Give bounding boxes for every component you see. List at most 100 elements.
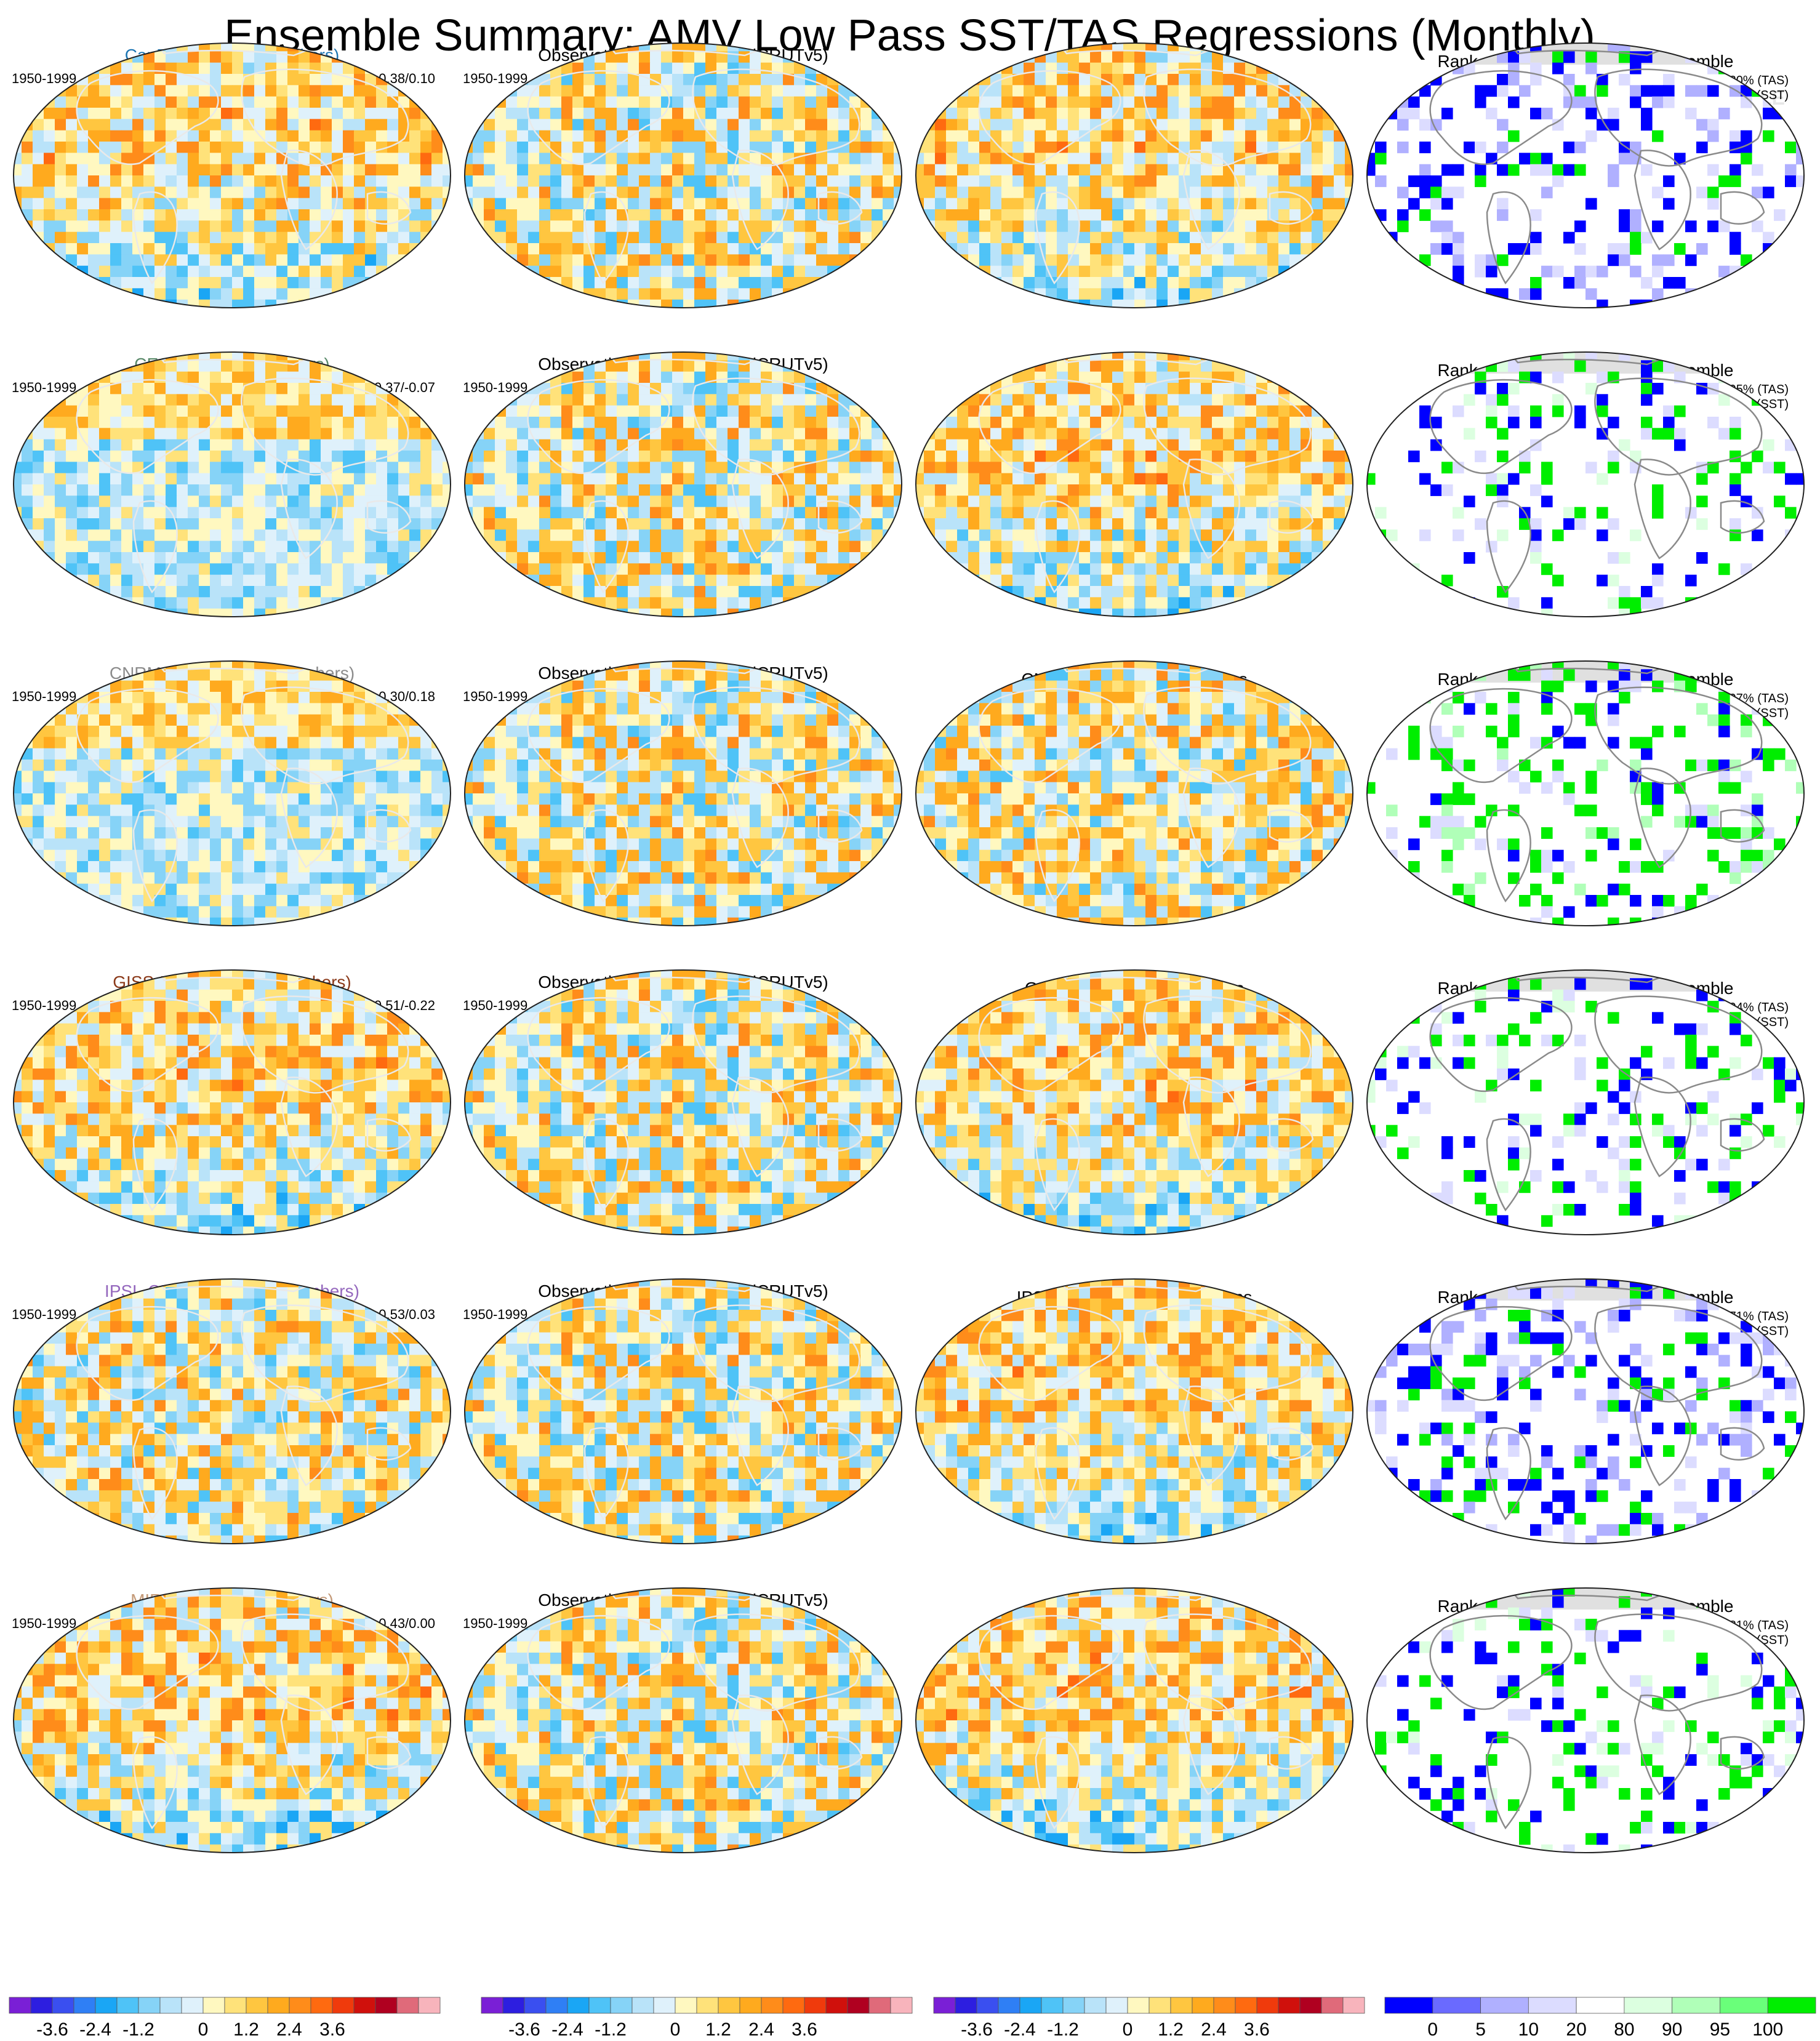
colorbar-swatch	[588, 1997, 611, 2014]
period-label: 1950-1999	[463, 1616, 527, 1631]
row-canesm5: CanESM5 (30/30 Members)1950-1999r=0.38/0…	[12, 42, 1805, 308]
colorbar-swatch	[718, 1997, 740, 2014]
colorbar-swatch	[1278, 1997, 1301, 2014]
colorbar-swatch	[502, 1997, 525, 2014]
colorbar-swatch	[804, 1997, 827, 2014]
colorbar-swatch	[1299, 1997, 1322, 2014]
rank-panel: Rank of Observations within Ensemble97% …	[1366, 660, 1805, 926]
globe-map	[915, 351, 1353, 617]
colorbar-swatch	[396, 1997, 419, 2014]
colorbar: -3.6 -2.4 -1.2 0 1.2 2.4 3.6 C	[933, 1997, 1365, 2041]
period-label: 1950-1999	[463, 1307, 527, 1322]
colorbar-swatch	[1321, 1997, 1344, 2014]
colorbar-tick: 80	[1614, 2019, 1634, 2040]
colorbar-tick: 2.4	[276, 2019, 302, 2040]
difference-panel: CanESM5 - Observations	[915, 42, 1353, 308]
colorbar-swatch	[1384, 1997, 1433, 2014]
difference-panel: MIROC6 - Observations	[915, 1587, 1353, 1853]
colorbar-swatch	[9, 1997, 31, 2014]
globe-map	[915, 969, 1353, 1235]
row-giss-e2-1-g: GISS-E2-1-G (10/10 Members)1950-1999r=0.…	[12, 969, 1805, 1235]
rank-panel: Rank of Observations within Ensemble71% …	[1366, 1278, 1805, 1544]
observations-panel: Observations (HadISST/HadCRUTv5)1950-199…	[463, 1278, 902, 1544]
globe-map	[1366, 42, 1805, 308]
globe-map	[464, 351, 902, 617]
colorbar-swatch	[159, 1997, 182, 2014]
colorbar-swatch	[418, 1997, 441, 2014]
globe-map	[464, 660, 902, 926]
globe-map	[1366, 660, 1805, 926]
colorbar-swatch	[1213, 1997, 1236, 2014]
colorbar-swatch	[955, 1997, 977, 2014]
colorbar-tick: 20	[1566, 2019, 1586, 2040]
row-miroc6: MIROC6 (10/10 Members)1950-1999r=0.43/0.…	[12, 1587, 1805, 1853]
colorbar-swatch	[138, 1997, 161, 2014]
colorbar-swatch	[998, 1997, 1020, 2014]
colorbar-swatch	[116, 1997, 139, 2014]
colorbar-tick: 3.6	[1244, 2019, 1270, 2040]
colorbar-swatch	[847, 1997, 870, 2014]
colorbar-swatch	[1170, 1997, 1193, 2014]
globe-map	[464, 969, 902, 1235]
colorbar-tick: 1.2	[705, 2019, 731, 2040]
panel-grid: CanESM5 (30/30 Members)1950-1999r=0.38/0…	[12, 42, 1805, 1853]
colorbar-swatch	[782, 1997, 805, 2014]
period-label: 1950-1999	[12, 380, 76, 395]
colorbar-swatch	[1256, 1997, 1279, 2014]
model-panel: IPSL-CM6A-LR (10/10 Members)1950-1999r=0…	[12, 1278, 451, 1544]
colorbar-swatch	[267, 1997, 290, 2014]
colorbar-swatch	[1041, 1997, 1064, 2014]
colorbar-swatch	[1480, 1997, 1529, 2014]
difference-panel: CESM2 - Observations	[915, 351, 1353, 617]
period-label: 1950-1999	[12, 689, 76, 704]
globe-map	[13, 1587, 451, 1853]
colorbar-swatch	[890, 1997, 913, 2014]
colorbar-swatch	[1528, 1997, 1577, 2014]
globe-map	[915, 660, 1353, 926]
colorbar-tick: 1.2	[1158, 2019, 1184, 2040]
colorbar-swatch	[1192, 1997, 1214, 2014]
colorbar-tick: -1.2	[595, 2019, 627, 2040]
colorbar-unit: C	[690, 2039, 704, 2041]
period-label: 1950-1999	[12, 1616, 76, 1631]
colorbar-tick: 0	[670, 2019, 681, 2040]
colorbar-swatch	[976, 1997, 999, 2014]
globe-map	[915, 1587, 1353, 1853]
colorbar-tick: 3.6	[792, 2019, 817, 2040]
model-panel: MIROC6 (10/10 Members)1950-1999r=0.43/0.…	[12, 1587, 451, 1853]
model-panel: CESM2 (15/15 Members)1950-1999r=0.37/-0.…	[12, 351, 451, 617]
rank-panel: Rank of Observations within Ensemble81% …	[1366, 1587, 1805, 1853]
colorbar-swatch	[310, 1997, 333, 2014]
colorbar-tick: 3.6	[319, 2019, 345, 2040]
model-panel: CanESM5 (30/30 Members)1950-1999r=0.38/0…	[12, 42, 451, 308]
observations-panel: Observations (HadISST/HadCRUTv5)1950-199…	[463, 1587, 902, 1853]
observations-panel: Observations (HadISST/HadCRUTv5)1950-199…	[463, 660, 902, 926]
colorbar-swatch	[224, 1997, 247, 2014]
period-label: 1950-1999	[12, 71, 76, 86]
colorbar: 0 5 10 20 80 90 95 100%	[1384, 1997, 1816, 2041]
colorbar-tick: 0	[198, 2019, 209, 2040]
colorbar-swatch	[1019, 1997, 1042, 2014]
colorbar: -3.6 -2.4 -1.2 0 1.2 2.4 3.6 C	[9, 1997, 441, 2041]
colorbar-swatch	[567, 1997, 590, 2014]
colorbar-swatch	[1672, 1997, 1720, 2014]
colorbar-swatch	[353, 1997, 376, 2014]
colorbar-unit: C	[218, 2039, 231, 2041]
rank-panel: Rank of Observations within Ensemble30% …	[1366, 42, 1805, 308]
colorbar-swatch	[95, 1997, 118, 2014]
colorbar-tick: 0	[1123, 2019, 1133, 2040]
colorbar-swatch	[696, 1997, 719, 2014]
colorbar-swatch	[545, 1997, 568, 2014]
difference-panel: CNRM-CM6-1 - Observations	[915, 660, 1353, 926]
colorbar-swatch	[30, 1997, 53, 2014]
colorbar-swatch	[481, 1997, 503, 2014]
colorbar: -3.6 -2.4 -1.2 0 1.2 2.4 3.6 C	[481, 1997, 913, 2041]
colorbar-tick: -3.6	[508, 2019, 540, 2040]
colorbar-swatch	[631, 1997, 654, 2014]
colorbar-tick: 100	[1752, 2019, 1783, 2040]
model-panel: GISS-E2-1-G (10/10 Members)1950-1999r=0.…	[12, 969, 451, 1235]
colorbar-swatch	[524, 1997, 547, 2014]
colorbar-swatch	[1767, 1997, 1816, 2014]
period-label: 1950-1999	[12, 998, 76, 1013]
colorbar-swatch	[1342, 1997, 1365, 2014]
